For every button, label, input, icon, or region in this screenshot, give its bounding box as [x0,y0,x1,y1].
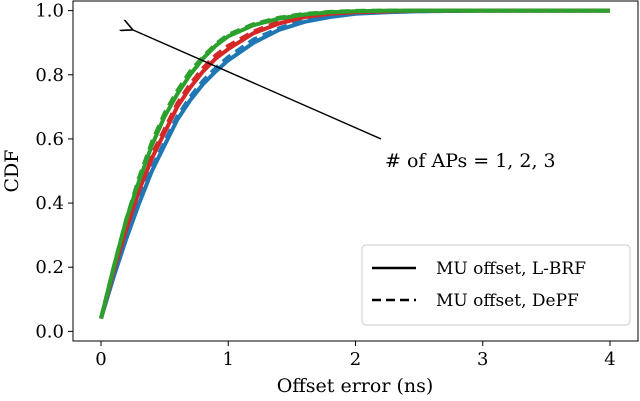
y-tick-label: 0.0 [35,321,64,342]
annotation-text: # of APs = 1, 2, 3 [385,150,556,172]
legend-label-dashed: MU offset, DePF [436,291,579,311]
x-tick-label: 3 [477,349,488,370]
legend-label-solid: MU offset, L-BRF [436,259,586,279]
y-tick-label: 0.6 [35,129,64,150]
series-line-green-dashed [99,8,610,319]
x-axis-title: Offset error (ns) [277,375,434,397]
y-tick-label: 1.0 [35,1,64,22]
x-tick-label: 4 [604,349,615,370]
x-tick-label: 2 [350,349,361,370]
x-tick-label: 1 [223,349,234,370]
y-tick-label: 0.8 [35,65,64,86]
y-axis: 0.0 0.2 0.4 0.6 0.8 1.0 [35,1,73,342]
x-axis: 0 1 2 3 4 [95,341,616,370]
series-layer [99,8,610,320]
annotation-arrow [133,30,382,140]
legend-box [361,244,631,326]
legend: MU offset, L-BRF MU offset, DePF [361,244,631,326]
y-tick-label: 0.4 [35,193,64,214]
annotation: # of APs = 1, 2, 3 [133,30,556,172]
y-tick-label: 0.2 [35,257,64,278]
x-tick-label: 0 [95,349,106,370]
series-line-red-dashed [99,8,610,320]
y-axis-title: CDF [1,150,23,193]
